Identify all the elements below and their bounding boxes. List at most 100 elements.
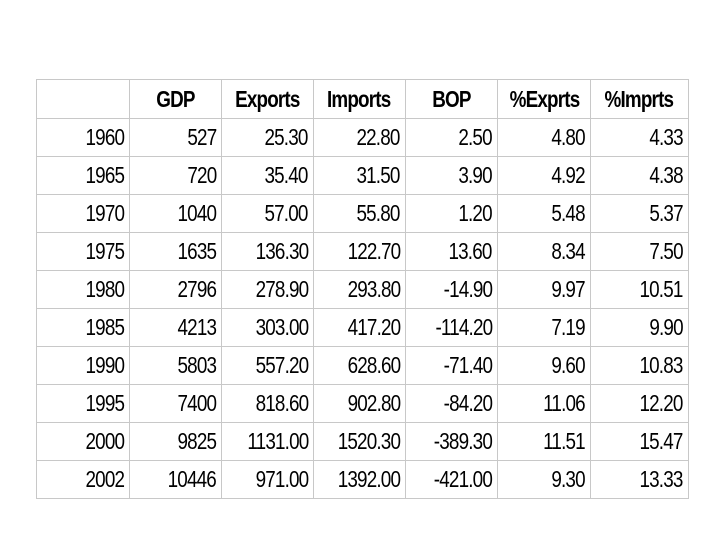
table-row: 2000 9825 1131.00 1520.30 -389.30 11.51 15.47 <box>36 422 689 461</box>
cell-value: 8.34 <box>551 238 586 264</box>
cell-pct-imports: 4.33 <box>590 118 689 157</box>
cell-pct-exports: 9.60 <box>497 346 591 385</box>
cell-pct-exports: 5.48 <box>497 194 591 233</box>
cell-value: 1520.30 <box>337 428 401 454</box>
cell-value: 1990 <box>85 352 125 378</box>
cell-year: 1995 <box>36 384 130 423</box>
cell-gdp: 1040 <box>129 194 222 233</box>
cell-pct-imports: 10.51 <box>590 270 689 309</box>
cell-value: 971.00 <box>255 466 309 492</box>
cell-bop: 1.20 <box>405 194 498 233</box>
table-row: 1990 5803 557.20 628.60 -71.40 9.60 10.83 <box>36 346 689 385</box>
cell-value: 4.33 <box>649 124 684 150</box>
cell-value: 122.70 <box>347 238 401 264</box>
header-cell-exports: Exports <box>221 79 314 119</box>
cell-value: 527 <box>186 124 217 150</box>
cell-year: 1970 <box>36 194 130 233</box>
cell-bop: 2.50 <box>405 118 498 157</box>
cell-value: -114.20 <box>435 314 493 340</box>
cell-value: 3.90 <box>458 162 493 188</box>
cell-pct-imports: 4.38 <box>590 156 689 195</box>
cell-gdp: 4213 <box>129 308 222 347</box>
header-label: BOP <box>431 86 471 112</box>
cell-value: 9825 <box>177 428 217 454</box>
cell-bop: 3.90 <box>405 156 498 195</box>
cell-value: 2000 <box>85 428 125 454</box>
cell-value: 2796 <box>177 276 217 302</box>
cell-year: 1965 <box>36 156 130 195</box>
cell-value: 303.00 <box>255 314 309 340</box>
header-label: GDP <box>155 86 195 112</box>
cell-value: 25.30 <box>264 124 309 150</box>
cell-imports: 31.50 <box>313 156 406 195</box>
cell-year: 2002 <box>36 460 130 499</box>
cell-value: 7.19 <box>551 314 586 340</box>
cell-year: 1985 <box>36 308 130 347</box>
cell-bop: -421.00 <box>405 460 498 499</box>
cell-value: 1.20 <box>458 200 493 226</box>
cell-imports: 22.80 <box>313 118 406 157</box>
cell-value: 902.80 <box>347 390 401 416</box>
cell-value: -71.40 <box>443 352 492 378</box>
cell-value: 1965 <box>85 162 125 188</box>
cell-value: 557.20 <box>255 352 309 378</box>
cell-year: 1980 <box>36 270 130 309</box>
cell-value: 293.80 <box>347 276 401 302</box>
cell-value: 4.38 <box>649 162 684 188</box>
cell-value: 35.40 <box>264 162 309 188</box>
cell-value: 9.30 <box>551 466 586 492</box>
cell-imports: 293.80 <box>313 270 406 309</box>
cell-gdp: 7400 <box>129 384 222 423</box>
cell-pct-imports: 15.47 <box>590 422 689 461</box>
cell-gdp: 10446 <box>129 460 222 499</box>
table-row: 1970 1040 57.00 55.80 1.20 5.48 5.37 <box>36 194 689 233</box>
cell-pct-exports: 7.19 <box>497 308 591 347</box>
cell-pct-imports: 13.33 <box>590 460 689 499</box>
cell-value: 10.51 <box>639 276 684 302</box>
cell-imports: 122.70 <box>313 232 406 271</box>
cell-value: 9.60 <box>551 352 586 378</box>
cell-imports: 1520.30 <box>313 422 406 461</box>
cell-bop: -114.20 <box>405 308 498 347</box>
cell-value: 1040 <box>177 200 217 226</box>
table-row: 1975 1635 136.30 122.70 13.60 8.34 7.50 <box>36 232 689 271</box>
cell-year: 1975 <box>36 232 130 271</box>
cell-value: 4.80 <box>551 124 586 150</box>
cell-value: -389.30 <box>433 428 493 454</box>
cell-value: 31.50 <box>356 162 401 188</box>
cell-value: 5.48 <box>551 200 586 226</box>
cell-year: 1960 <box>36 118 130 157</box>
cell-exports: 136.30 <box>221 232 314 271</box>
cell-value: 417.20 <box>347 314 401 340</box>
cell-exports: 557.20 <box>221 346 314 385</box>
cell-gdp: 2796 <box>129 270 222 309</box>
cell-value: 1985 <box>85 314 125 340</box>
cell-value: 12.20 <box>639 390 684 416</box>
cell-value: 1995 <box>85 390 125 416</box>
cell-exports: 57.00 <box>221 194 314 233</box>
header-cell-pct-exports: %Exprts <box>497 79 591 119</box>
header-label: %Exprts <box>509 86 581 112</box>
header-label: Exports <box>234 86 300 112</box>
cell-value: 1970 <box>85 200 125 226</box>
cell-value: 2.50 <box>458 124 493 150</box>
header-row: GDP Exports Imports BOP %Exprts %Imprts <box>36 79 689 119</box>
cell-bop: 13.60 <box>405 232 498 271</box>
cell-exports: 35.40 <box>221 156 314 195</box>
cell-pct-exports: 11.06 <box>497 384 591 423</box>
cell-value: -84.20 <box>443 390 492 416</box>
cell-value: 7400 <box>177 390 217 416</box>
table-row: 2002 10446 971.00 1392.00 -421.00 9.30 13.33 <box>36 460 689 499</box>
cell-gdp: 1635 <box>129 232 222 271</box>
cell-value: 9.90 <box>649 314 684 340</box>
cell-pct-imports: 5.37 <box>590 194 689 233</box>
cell-pct-exports: 4.80 <box>497 118 591 157</box>
cell-bop: -14.90 <box>405 270 498 309</box>
cell-value: 278.90 <box>255 276 309 302</box>
cell-pct-imports: 9.90 <box>590 308 689 347</box>
cell-value: 1980 <box>85 276 125 302</box>
cell-year: 2000 <box>36 422 130 461</box>
cell-bop: -389.30 <box>405 422 498 461</box>
cell-value: 55.80 <box>356 200 401 226</box>
